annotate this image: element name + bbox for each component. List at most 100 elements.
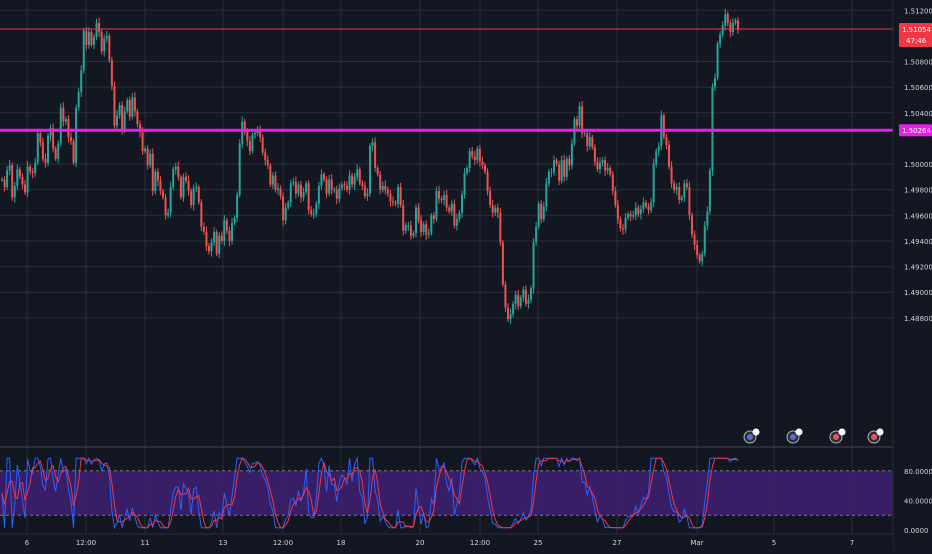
candle-body[interactable] (131, 97, 134, 117)
candle-body[interactable] (565, 158, 568, 177)
candle-body[interactable] (685, 183, 688, 188)
candle-body[interactable] (284, 207, 287, 221)
candle-body[interactable] (586, 133, 589, 147)
candle-body[interactable] (553, 160, 555, 172)
candle-body[interactable] (98, 23, 101, 33)
candle-body[interactable] (670, 166, 673, 184)
candle-body[interactable] (509, 313, 512, 320)
candle-body[interactable] (716, 43, 719, 79)
candle-body[interactable] (369, 146, 371, 194)
candle-body[interactable] (41, 142, 44, 159)
candle-body[interactable] (72, 140, 75, 163)
candle-body[interactable] (128, 99, 131, 117)
candle-body[interactable] (461, 194, 463, 213)
candle-body[interactable] (512, 303, 515, 314)
candle-body[interactable] (662, 115, 665, 138)
candle-body[interactable] (361, 183, 364, 186)
candle-body[interactable] (527, 299, 530, 304)
candle-body[interactable] (499, 212, 502, 243)
candle-body[interactable] (581, 106, 584, 134)
candle-body[interactable] (599, 162, 601, 170)
candle-body[interactable] (637, 207, 640, 215)
candle-body[interactable] (108, 35, 111, 61)
candle-body[interactable] (167, 212, 170, 216)
candle-body[interactable] (264, 152, 267, 161)
candle-body[interactable] (535, 226, 538, 243)
candle-body[interactable] (254, 133, 256, 135)
candle-body[interactable] (233, 217, 236, 223)
last-price-tag[interactable] (899, 22, 932, 47)
candle-body[interactable] (213, 231, 216, 243)
candle-body[interactable] (3, 179, 6, 188)
stochastic-pane[interactable] (0, 446, 932, 530)
candle-body[interactable] (116, 115, 118, 126)
candle-body[interactable] (409, 225, 412, 236)
candle-body[interactable] (642, 202, 645, 209)
candle-body[interactable] (223, 220, 226, 241)
candle-body[interactable] (471, 151, 474, 157)
candle-body[interactable] (333, 189, 336, 191)
candle-body[interactable] (149, 153, 152, 166)
candle-body[interactable] (578, 106, 581, 126)
candle-body[interactable] (340, 184, 343, 189)
candle-body[interactable] (312, 214, 315, 216)
candle-body[interactable] (93, 37, 95, 45)
candle-body[interactable] (182, 176, 185, 198)
candle-body[interactable] (105, 35, 108, 39)
candle-body[interactable] (325, 179, 328, 194)
price-axis[interactable]: 1.51200 1.50800 1.50600 1.50400 1.50000 1.498… (892, 0, 932, 550)
candle-body[interactable] (310, 210, 313, 215)
candle-body[interactable] (164, 197, 167, 216)
candle-body[interactable] (652, 164, 655, 203)
event-flag-icon[interactable] (829, 428, 846, 444)
candle-body[interactable] (241, 121, 244, 144)
candle-body[interactable] (302, 192, 305, 198)
candle-body[interactable] (519, 297, 522, 307)
candle-body[interactable] (524, 289, 527, 304)
candle-body[interactable] (156, 171, 159, 181)
candle-body[interactable] (29, 166, 32, 172)
candle-body[interactable] (197, 187, 200, 203)
candle-body[interactable] (18, 169, 21, 177)
candle-body[interactable] (95, 23, 98, 38)
candle-body[interactable] (489, 190, 492, 206)
candle-body[interactable] (415, 207, 417, 234)
candle-body[interactable] (675, 187, 678, 190)
candle-body[interactable] (622, 228, 624, 230)
candle-body[interactable] (174, 166, 177, 170)
candle-body[interactable] (407, 225, 410, 227)
candle-body[interactable] (558, 164, 561, 181)
candle-body[interactable] (719, 34, 722, 44)
candle-body[interactable] (34, 162, 37, 174)
candle-body[interactable] (688, 187, 691, 216)
candle-body[interactable] (530, 288, 532, 300)
candle-body[interactable] (90, 32, 93, 45)
candle-body[interactable] (218, 235, 221, 254)
candle-body[interactable] (563, 160, 566, 177)
candle-body[interactable] (215, 231, 218, 254)
candle-body[interactable] (77, 92, 80, 108)
candle-body[interactable] (282, 196, 285, 221)
candle-body[interactable] (606, 167, 609, 171)
candle-body[interactable] (328, 179, 331, 194)
candle-body[interactable] (537, 203, 540, 227)
candle-body[interactable] (703, 225, 706, 254)
candle-body[interactable] (205, 231, 208, 247)
candle-body[interactable] (501, 242, 504, 285)
candle-body[interactable] (269, 165, 272, 185)
candle-body[interactable] (647, 206, 650, 211)
candle-body[interactable] (601, 160, 604, 163)
candle-body[interactable] (478, 148, 481, 162)
candle-body[interactable] (568, 158, 571, 166)
candle-body[interactable] (593, 147, 596, 162)
candle-series[interactable] (1, 8, 739, 324)
candle-body[interactable] (279, 188, 282, 197)
candle-body[interactable] (231, 223, 233, 241)
candle-body[interactable] (466, 167, 469, 174)
candle-body[interactable] (363, 185, 366, 197)
candle-body[interactable] (162, 190, 164, 198)
candle-body[interactable] (399, 187, 402, 206)
candle-body[interactable] (680, 197, 683, 200)
